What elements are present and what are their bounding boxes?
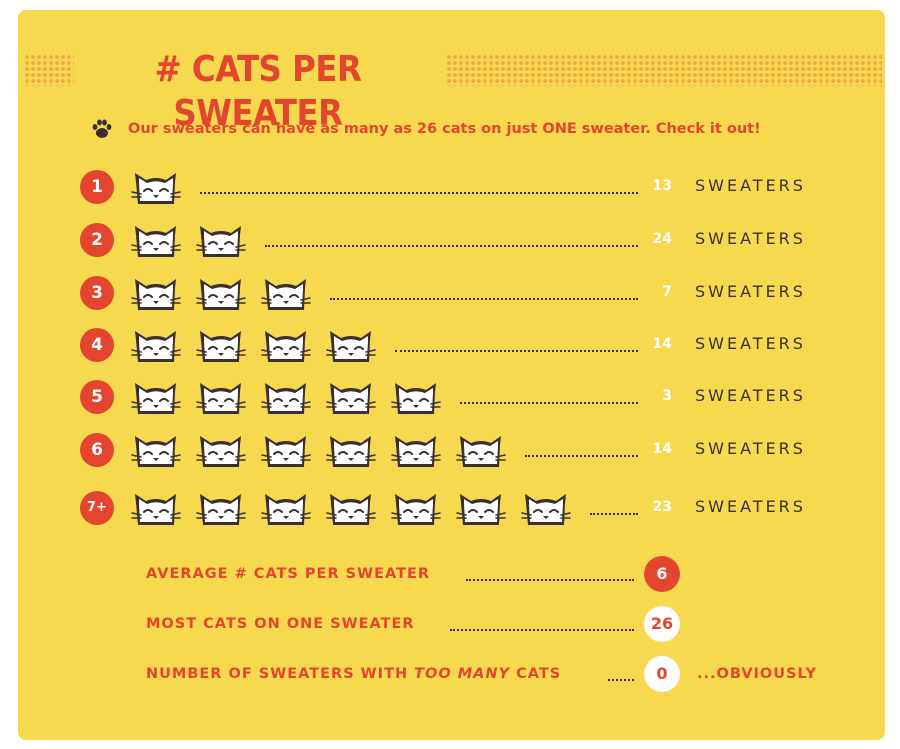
unit-label: SWEATERS <box>695 439 806 458</box>
unit-label: SWEATERS <box>695 334 806 353</box>
intro-text: Our sweaters can have as many as 26 cats… <box>128 121 761 137</box>
cat-face-icon <box>131 494 181 525</box>
sweater-count-value: 14 <box>652 441 672 457</box>
cats-count-badge: 1 <box>80 170 114 204</box>
cat-face-icon <box>131 173 181 204</box>
cat-face-icon <box>131 331 181 362</box>
cat-face-icon <box>261 331 311 362</box>
dotted-leader <box>395 350 638 352</box>
cat-face-icon <box>261 436 311 467</box>
stat-row: AVERAGE # CATS PER SWEATER 6 <box>18 554 885 594</box>
cat-face-icon <box>391 383 441 414</box>
cat-face-icon <box>326 331 376 362</box>
cats-count-badge: 3 <box>80 276 114 310</box>
cat-face-icon <box>196 331 246 362</box>
cat-face-icon <box>326 494 376 525</box>
cat-face-icon <box>131 436 181 467</box>
halftone-dots-right <box>446 54 882 86</box>
cats-count-badge: 7+ <box>80 491 114 525</box>
chart-row: 3 7 SWEATERS <box>18 274 885 314</box>
stat-value-badge: 0 <box>644 656 680 692</box>
dotted-leader <box>466 579 634 581</box>
unit-label: SWEATERS <box>695 176 806 195</box>
page-title: # CATS PER SWEATER <box>154 49 362 134</box>
stat-label: AVERAGE # CATS PER SWEATER <box>146 566 431 582</box>
halftone-dots-left <box>24 54 74 86</box>
sweater-count-value: 23 <box>652 499 672 515</box>
dotted-leader <box>460 402 638 404</box>
unit-label: SWEATERS <box>695 229 806 248</box>
cat-face-icon <box>326 436 376 467</box>
stat-value-badge: 26 <box>644 606 680 642</box>
cat-face-icon <box>196 436 246 467</box>
cat-face-icon <box>196 226 246 257</box>
cat-face-icon <box>261 279 311 310</box>
cat-face-icon <box>261 494 311 525</box>
unit-label: SWEATERS <box>695 386 806 405</box>
cat-face-icon <box>261 383 311 414</box>
cat-face-icon <box>391 436 441 467</box>
unit-label: SWEATERS <box>695 497 806 516</box>
cat-face-icon <box>326 383 376 414</box>
dotted-leader <box>525 455 638 457</box>
sweater-count-value: 24 <box>652 231 672 247</box>
chart-row: 7+ 23 SWEATERS <box>18 489 885 529</box>
cat-face-icon <box>131 226 181 257</box>
cat-face-icon <box>456 494 506 525</box>
stat-label: MOST CATS ON ONE SWEATER <box>146 616 415 632</box>
cat-face-icon <box>131 383 181 414</box>
cat-face-icon <box>521 494 571 525</box>
chart-row: 2 24 SWEATERS <box>18 221 885 261</box>
dotted-leader <box>200 192 638 194</box>
sweater-count-value: 14 <box>652 336 672 352</box>
stat-row: NUMBER OF SWEATERS WITH TOO MANY CATS 0..… <box>18 654 885 694</box>
cats-count-badge: 4 <box>80 328 114 362</box>
cats-count-badge: 6 <box>80 433 114 467</box>
chart-row: 1 13 SWEATERS <box>18 168 885 208</box>
unit-label: SWEATERS <box>695 282 806 301</box>
cat-face-icon <box>196 383 246 414</box>
stat-row: MOST CATS ON ONE SWEATER 26 <box>18 604 885 644</box>
cat-face-icon <box>456 436 506 467</box>
cat-face-icon <box>391 494 441 525</box>
dotted-leader <box>265 245 638 247</box>
sweater-count-value: 7 <box>662 284 672 300</box>
cat-face-icon <box>196 494 246 525</box>
dotted-leader <box>450 629 634 631</box>
cats-count-badge: 2 <box>80 223 114 257</box>
paw-print-icon <box>92 119 112 138</box>
cats-count-badge: 5 <box>80 380 114 414</box>
cat-face-icon <box>131 279 181 310</box>
dotted-leader <box>330 298 638 300</box>
dotted-leader <box>590 513 638 515</box>
chart-row: 4 14 SWEATERS <box>18 326 885 366</box>
sweater-count-value: 13 <box>652 178 672 194</box>
stat-suffix: ...OBVIOUSLY <box>697 666 817 682</box>
chart-row: 5 3 SWEATERS <box>18 378 885 418</box>
chart-row: 6 14 SWEATERS <box>18 431 885 471</box>
stat-value-badge: 6 <box>644 556 680 592</box>
stat-label: NUMBER OF SWEATERS WITH TOO MANY CATS <box>146 666 562 682</box>
dotted-leader <box>608 679 634 681</box>
infographic-panel: # CATS PER SWEATER Our sweaters can have… <box>18 10 885 740</box>
cat-face-icon <box>196 279 246 310</box>
title-row: # CATS PER SWEATER <box>18 48 885 134</box>
sweater-count-value: 3 <box>662 388 672 404</box>
